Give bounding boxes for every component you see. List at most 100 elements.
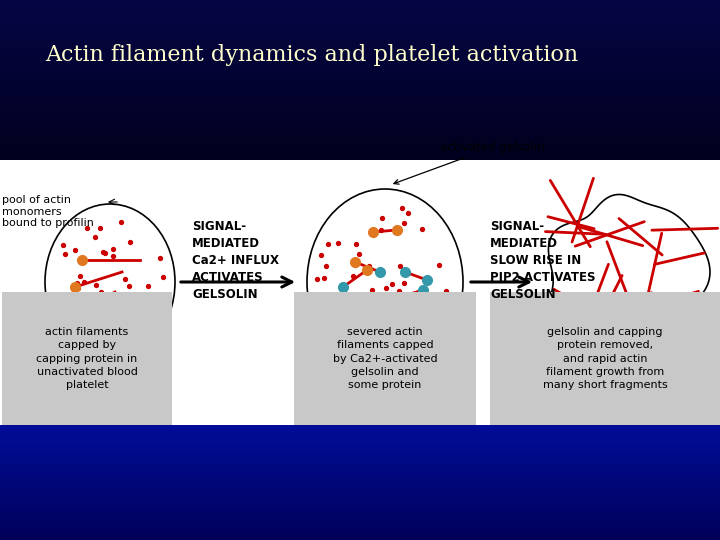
Bar bbox=[0, 38, 720, 40]
Bar bbox=[0, 456, 720, 458]
Bar bbox=[0, 90, 720, 92]
Text: gelsolin and capping
protein removed,
and rapid actin
filament growth from
many : gelsolin and capping protein removed, an… bbox=[543, 327, 667, 390]
Bar bbox=[0, 508, 720, 510]
Bar bbox=[0, 48, 720, 50]
Bar bbox=[0, 516, 720, 518]
Bar bbox=[0, 18, 720, 20]
Bar bbox=[0, 484, 720, 486]
Bar bbox=[0, 58, 720, 60]
Bar bbox=[0, 124, 720, 126]
Bar bbox=[0, 534, 720, 536]
Bar bbox=[0, 98, 720, 100]
Bar bbox=[0, 488, 720, 490]
Bar bbox=[0, 6, 720, 8]
Text: SIGNAL-
MEDIATED
Ca2+ INFLUX
ACTIVATES
GELSOLIN: SIGNAL- MEDIATED Ca2+ INFLUX ACTIVATES G… bbox=[192, 220, 279, 301]
Bar bbox=[0, 492, 720, 494]
Bar bbox=[0, 82, 720, 84]
Bar bbox=[0, 72, 720, 74]
Bar bbox=[0, 448, 720, 450]
Bar bbox=[0, 116, 720, 118]
Bar bbox=[0, 428, 720, 430]
Bar bbox=[0, 452, 720, 454]
Bar bbox=[0, 42, 720, 44]
Bar bbox=[0, 10, 720, 12]
Bar bbox=[0, 530, 720, 532]
Text: Actin filament dynamics and platelet activation: Actin filament dynamics and platelet act… bbox=[45, 44, 578, 66]
Bar bbox=[0, 88, 720, 90]
Bar bbox=[0, 490, 720, 492]
Bar bbox=[0, 500, 720, 502]
Bar bbox=[0, 446, 720, 448]
Bar bbox=[0, 24, 720, 26]
Bar bbox=[0, 444, 720, 446]
Ellipse shape bbox=[45, 204, 175, 360]
Bar bbox=[0, 436, 720, 438]
Bar bbox=[0, 160, 720, 425]
Bar bbox=[0, 4, 720, 6]
Bar bbox=[0, 94, 720, 96]
Ellipse shape bbox=[307, 189, 463, 375]
Bar bbox=[0, 20, 720, 22]
Bar bbox=[0, 12, 720, 14]
Bar bbox=[0, 68, 720, 70]
Bar bbox=[0, 74, 720, 76]
Bar bbox=[0, 104, 720, 106]
Bar bbox=[0, 118, 720, 120]
Bar bbox=[0, 36, 720, 38]
Bar bbox=[0, 8, 720, 10]
Bar bbox=[0, 138, 720, 140]
Bar bbox=[0, 520, 720, 522]
Bar bbox=[0, 84, 720, 86]
Bar bbox=[0, 536, 720, 538]
Bar bbox=[0, 148, 720, 150]
Bar bbox=[0, 502, 720, 504]
Bar bbox=[0, 426, 720, 428]
Polygon shape bbox=[546, 194, 710, 376]
Bar bbox=[0, 510, 720, 512]
Bar bbox=[0, 146, 720, 148]
Bar bbox=[0, 122, 720, 124]
Bar bbox=[0, 454, 720, 456]
Bar bbox=[0, 518, 720, 520]
Bar bbox=[0, 0, 720, 2]
Bar bbox=[0, 514, 720, 516]
Text: pool of actin
monomers
bound to profilin: pool of actin monomers bound to profilin bbox=[2, 195, 94, 228]
Bar bbox=[0, 92, 720, 94]
Bar bbox=[0, 486, 720, 488]
Bar bbox=[0, 70, 720, 72]
Bar bbox=[0, 54, 720, 56]
Bar bbox=[294, 292, 476, 425]
Bar bbox=[0, 144, 720, 146]
Bar bbox=[0, 478, 720, 480]
Bar bbox=[0, 16, 720, 18]
Bar bbox=[0, 66, 720, 68]
Bar bbox=[0, 152, 720, 154]
Bar bbox=[0, 110, 720, 112]
Bar bbox=[0, 28, 720, 30]
Text: activated gelsolin: activated gelsolin bbox=[394, 141, 545, 184]
Bar bbox=[0, 450, 720, 452]
Bar bbox=[0, 140, 720, 142]
Bar bbox=[0, 96, 720, 98]
Bar bbox=[0, 114, 720, 116]
Bar bbox=[0, 524, 720, 526]
Bar bbox=[0, 2, 720, 4]
Bar bbox=[0, 154, 720, 156]
Bar bbox=[0, 22, 720, 24]
Bar bbox=[0, 464, 720, 466]
Bar bbox=[0, 466, 720, 468]
Bar bbox=[0, 32, 720, 34]
Bar bbox=[0, 40, 720, 42]
Bar bbox=[0, 26, 720, 28]
Bar bbox=[0, 142, 720, 144]
Bar bbox=[0, 158, 720, 160]
Bar bbox=[0, 126, 720, 128]
Bar bbox=[0, 504, 720, 506]
Bar bbox=[0, 156, 720, 158]
Bar bbox=[0, 434, 720, 436]
Bar bbox=[0, 532, 720, 534]
Bar bbox=[0, 458, 720, 460]
Bar bbox=[0, 472, 720, 474]
Bar bbox=[0, 526, 720, 528]
Bar bbox=[0, 106, 720, 108]
